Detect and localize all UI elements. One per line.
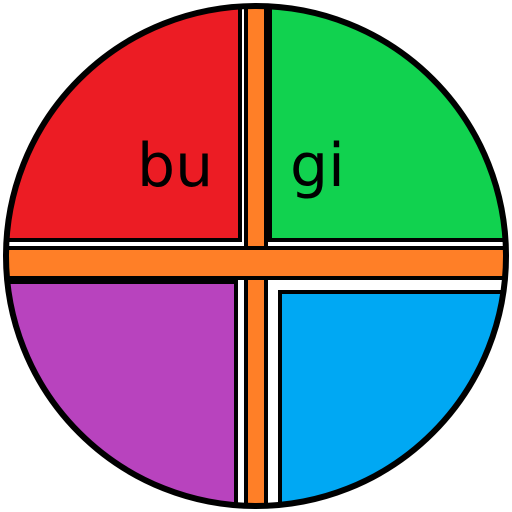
quadrant-bottom-left: [6, 280, 238, 506]
cross-center: [248, 250, 264, 276]
quadrant-bottom-right: [278, 290, 506, 506]
quadrant-top-left: [6, 6, 242, 242]
label-top-right: gi: [290, 131, 345, 201]
label-top-left: bu: [137, 131, 213, 201]
quadrant-top-right: [268, 6, 506, 242]
circle-outline: [3, 3, 509, 509]
